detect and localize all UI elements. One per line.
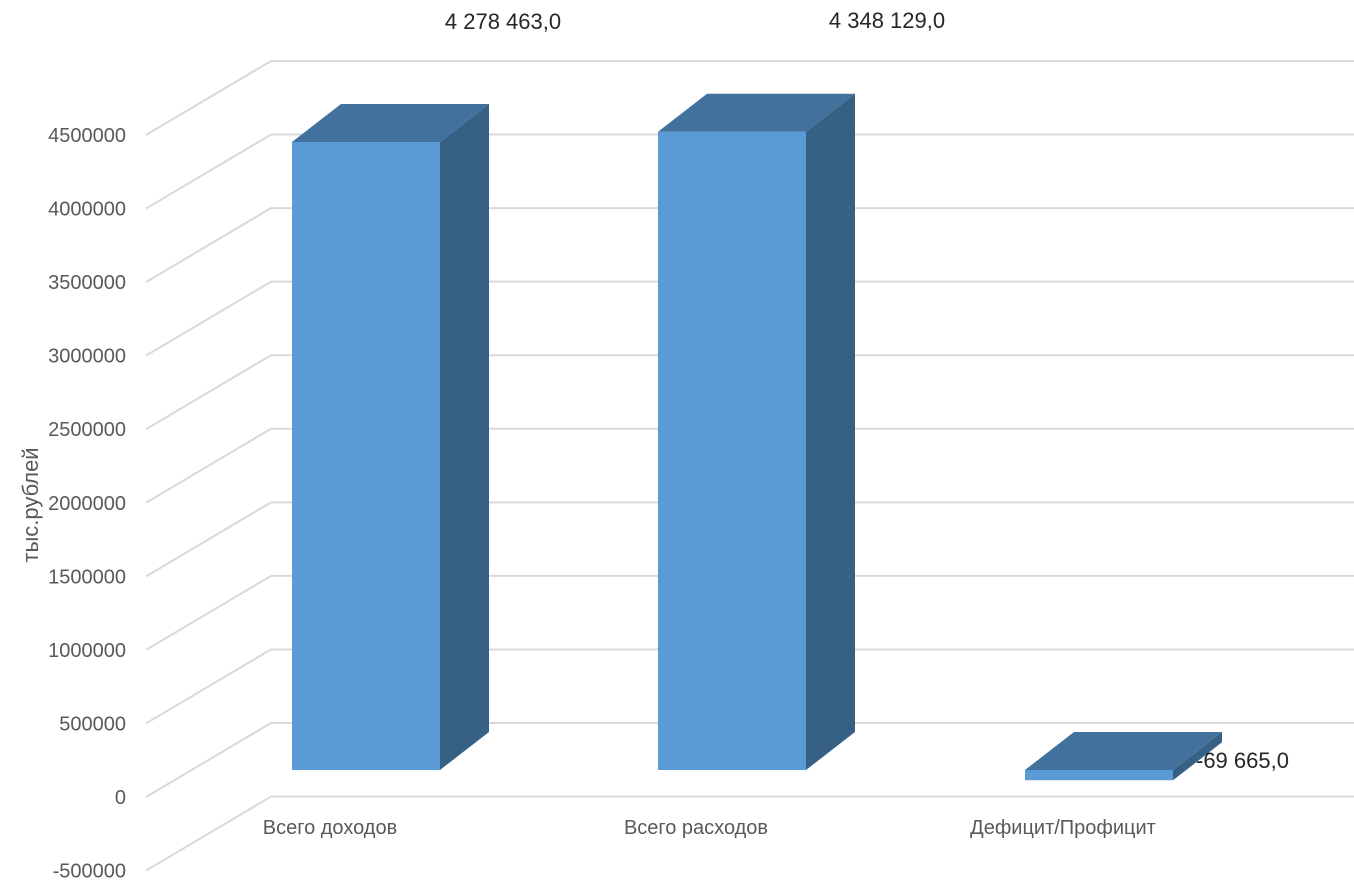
y-tick-label: 4000000 <box>48 199 126 221</box>
gridline-diagonal <box>145 501 272 578</box>
data-label: -69 665,0 <box>1196 748 1289 773</box>
y-tick-label: 500000 <box>59 713 126 735</box>
y-tick-label: 4500000 <box>48 125 126 147</box>
y-tick-label: 2000000 <box>48 493 126 515</box>
y-tick-label: 2500000 <box>48 419 126 441</box>
y-tick-label: 3500000 <box>48 272 126 294</box>
y-tick-label: 1000000 <box>48 640 126 662</box>
bar-side <box>806 93 855 771</box>
x-tick-label: Дефицит/Профицит <box>970 817 1156 839</box>
y-tick-label: 1500000 <box>48 566 126 588</box>
y-tick-label: 3000000 <box>48 346 126 368</box>
data-label: 4 278 463,0 <box>445 9 561 34</box>
data-label: 4 348 129,0 <box>829 8 945 33</box>
y-axis-label: тыс.рублей <box>18 447 43 562</box>
gridline-diagonal <box>145 648 272 725</box>
bar-top <box>658 93 855 132</box>
y-axis: -500000 0 500000 1000000 1500000 2000000 25000… <box>48 125 126 883</box>
gridline-diagonal <box>145 722 272 798</box>
gridline-diagonal <box>145 427 272 504</box>
bar-front <box>292 142 440 770</box>
gridline-diagonal <box>145 60 272 136</box>
x-tick-label: Всего доходов <box>263 817 397 839</box>
y-tick-label: 0 <box>115 787 126 809</box>
gridline-diagonal <box>145 207 272 283</box>
gridline-diagonal <box>145 280 272 357</box>
bar-front <box>1025 770 1173 781</box>
bars <box>292 93 1222 781</box>
bar-top <box>292 104 489 142</box>
gridline-diagonal <box>145 795 272 872</box>
x-axis: Всего доходов Всего расходов Дефицит/Профи… <box>263 817 1156 839</box>
gridline-diagonal <box>145 354 272 431</box>
gridline-diagonal <box>145 575 272 651</box>
x-tick-label: Всего расходов <box>624 817 768 839</box>
bar-side <box>1173 732 1222 781</box>
gridline-diagonal <box>145 133 272 210</box>
bar-front <box>658 131 806 771</box>
bar-side <box>440 104 489 770</box>
bar-top <box>1025 732 1222 770</box>
data-labels: 4 278 463,0 4 348 129,0 -69 665,0 <box>445 8 1289 773</box>
y-tick-label: -500000 <box>53 861 126 883</box>
